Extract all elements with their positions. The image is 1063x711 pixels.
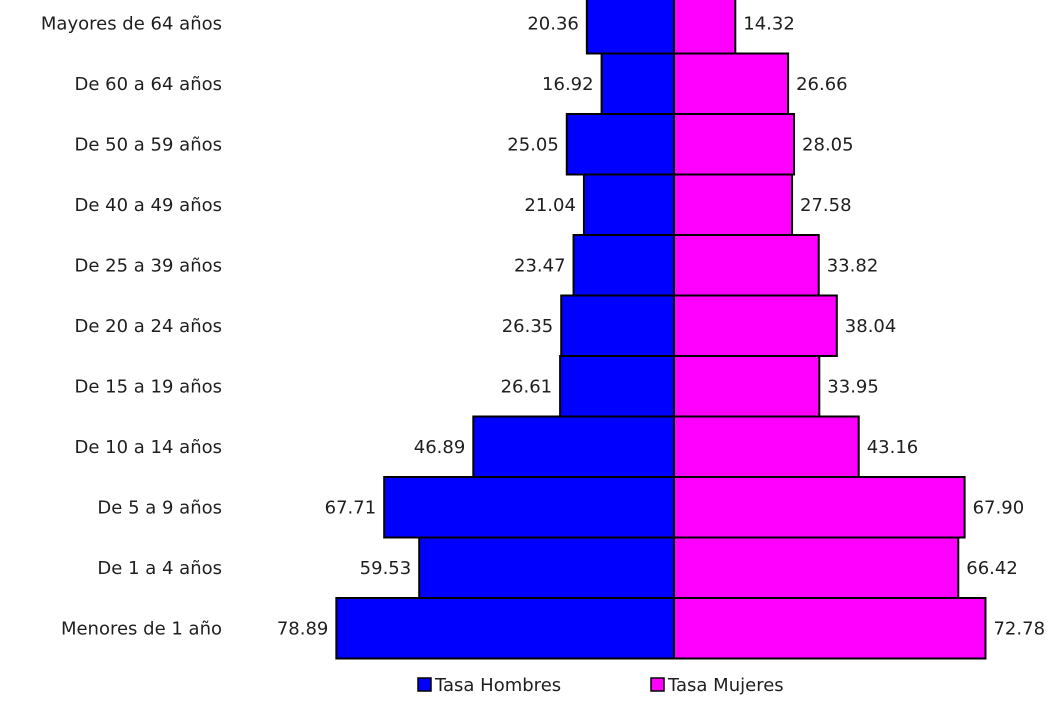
bar-mujeres (673, 476, 966, 539)
bar-hombres (560, 294, 675, 357)
bar-hombres (600, 52, 675, 115)
value-label-mujeres: 33.95 (827, 376, 879, 397)
bar-mujeres (673, 415, 860, 478)
value-label-mujeres: 38.04 (845, 316, 897, 337)
value-label-hombres: 26.61 (501, 376, 553, 397)
category-label: Menores de 1 año (61, 618, 222, 639)
category-labels: Mayores de 64 años De 60 a 64 años De 50 a… (41, 13, 222, 639)
bars (335, 0, 987, 660)
value-label-mujeres: 66.42 (966, 558, 1018, 579)
bar-hombres (335, 597, 675, 660)
value-label-mujeres: 72.78 (993, 618, 1045, 639)
category-label: De 1 a 4 años (97, 558, 222, 579)
bar-mujeres (673, 173, 794, 236)
category-label: De 50 a 59 años (75, 134, 223, 155)
bar-mujeres (673, 597, 987, 660)
category-label: De 5 a 9 años (97, 497, 222, 518)
legend-swatch (417, 677, 432, 692)
value-label-hombres: 26.35 (502, 316, 554, 337)
bar-hombres (565, 113, 676, 176)
category-label: De 10 a 14 años (75, 437, 223, 458)
category-label: Mayores de 64 años (41, 13, 222, 34)
value-label-mujeres: 14.32 (743, 13, 795, 34)
value-label-hombres: 59.53 (360, 558, 412, 579)
value-label-hombres: 67.71 (325, 497, 377, 518)
value-label-mujeres: 43.16 (867, 437, 919, 458)
bar-hombres (585, 0, 675, 55)
value-label-hombres: 23.47 (514, 255, 566, 276)
legend: Tasa Hombres Tasa Mujeres (417, 675, 784, 696)
bar-mujeres (673, 234, 820, 297)
legend-label: Tasa Mujeres (667, 675, 784, 696)
value-label-hombres: 78.89 (277, 618, 329, 639)
bar-hombres (582, 173, 675, 236)
value-label-mujeres: 67.90 (973, 497, 1025, 518)
value-label-mujeres: 28.05 (802, 134, 854, 155)
value-label-hombres: 46.89 (414, 437, 466, 458)
value-label-hombres: 21.04 (524, 195, 576, 216)
bar-hombres (572, 234, 675, 297)
category-label: De 20 a 24 años (75, 316, 223, 337)
bar-hombres (383, 476, 675, 539)
bar-hombres (418, 536, 676, 599)
bar-mujeres (673, 355, 821, 418)
category-label: De 25 a 39 años (75, 255, 223, 276)
value-labels: 20.36 14.32 16.92 26.66 25.05 28.05 21.04 27.58… (277, 13, 1045, 639)
category-label: De 60 a 64 años (75, 74, 223, 95)
bar-mujeres (673, 113, 796, 176)
category-label: De 40 a 49 años (75, 195, 223, 216)
value-label-mujeres: 26.66 (796, 74, 848, 95)
value-label-mujeres: 27.58 (800, 195, 852, 216)
legend-swatch (650, 677, 665, 692)
value-label-mujeres: 33.82 (827, 255, 879, 276)
bar-mujeres (673, 536, 960, 599)
bar-mujeres (673, 0, 737, 55)
bar-mujeres (673, 294, 838, 357)
bar-mujeres (673, 52, 790, 115)
legend-label: Tasa Hombres (434, 675, 561, 696)
value-label-hombres: 16.92 (542, 74, 594, 95)
bar-hombres (472, 415, 675, 478)
category-label: De 15 a 19 años (75, 376, 223, 397)
value-label-hombres: 25.05 (507, 134, 559, 155)
bar-hombres (559, 355, 675, 418)
value-label-hombres: 20.36 (527, 13, 579, 34)
